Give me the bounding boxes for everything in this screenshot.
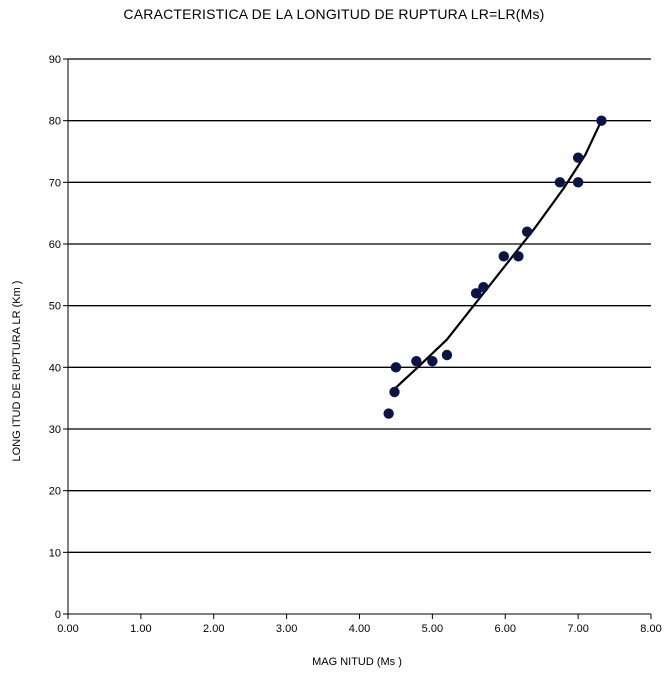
x-tick-label: 7.00 (567, 623, 588, 635)
chart-title: CARACTERISTICA DE LA LONGITUD DE RUPTURA… (123, 6, 545, 22)
y-tick-label: 30 (49, 424, 61, 436)
trendline-group (393, 120, 603, 390)
gridlines (68, 58, 651, 553)
data-point (554, 177, 566, 188)
y-tick-label: 40 (49, 362, 61, 374)
data-point (441, 349, 453, 361)
data-point (390, 362, 402, 373)
x-tick-label: 3.00 (276, 623, 297, 635)
y-tick-label: 90 (49, 54, 61, 66)
x-tick-label: 8.00 (640, 623, 661, 635)
axes (63, 58, 652, 619)
x-tick-label: 5.00 (422, 623, 443, 635)
data-point (521, 226, 533, 237)
y-tick-label: 10 (49, 547, 61, 559)
data-points (383, 115, 607, 419)
y-tick-labels: 0 10 20 30 40 50 60 70 80 90 (49, 54, 61, 621)
x-tick-label: 0.00 (57, 623, 78, 635)
x-tick-label: 1.00 (130, 623, 151, 635)
data-point (572, 152, 584, 163)
y-tick-label: 70 (49, 177, 61, 189)
x-tick-labels: 0.00 1.00 2.00 3.00 4.00 5.00 6.00 7.00 8.00 (57, 623, 661, 635)
x-tick-label: 4.00 (349, 623, 370, 635)
y-axis-label: LONG ITUD DE RUPTURA LR (Km ) (11, 281, 23, 462)
data-point (470, 288, 482, 299)
y-tick-label: 80 (49, 116, 61, 128)
data-point (572, 177, 584, 188)
data-point (596, 115, 607, 126)
x-tick-label: 6.00 (495, 623, 516, 635)
x-tick-label: 2.00 (203, 623, 224, 635)
y-tick-label: 20 (49, 486, 61, 498)
data-point (389, 386, 400, 398)
data-point (427, 355, 438, 367)
data-point (383, 408, 394, 419)
data-point (411, 355, 422, 367)
data-point (478, 281, 489, 293)
data-point (498, 251, 509, 262)
y-tick-label: 50 (49, 301, 61, 313)
y-tick-label: 0 (55, 609, 61, 621)
data-point (513, 251, 524, 262)
trendline (393, 120, 603, 390)
x-axis-label: MAG NITUD (Ms ) (312, 656, 402, 668)
y-tick-label: 60 (49, 239, 61, 251)
